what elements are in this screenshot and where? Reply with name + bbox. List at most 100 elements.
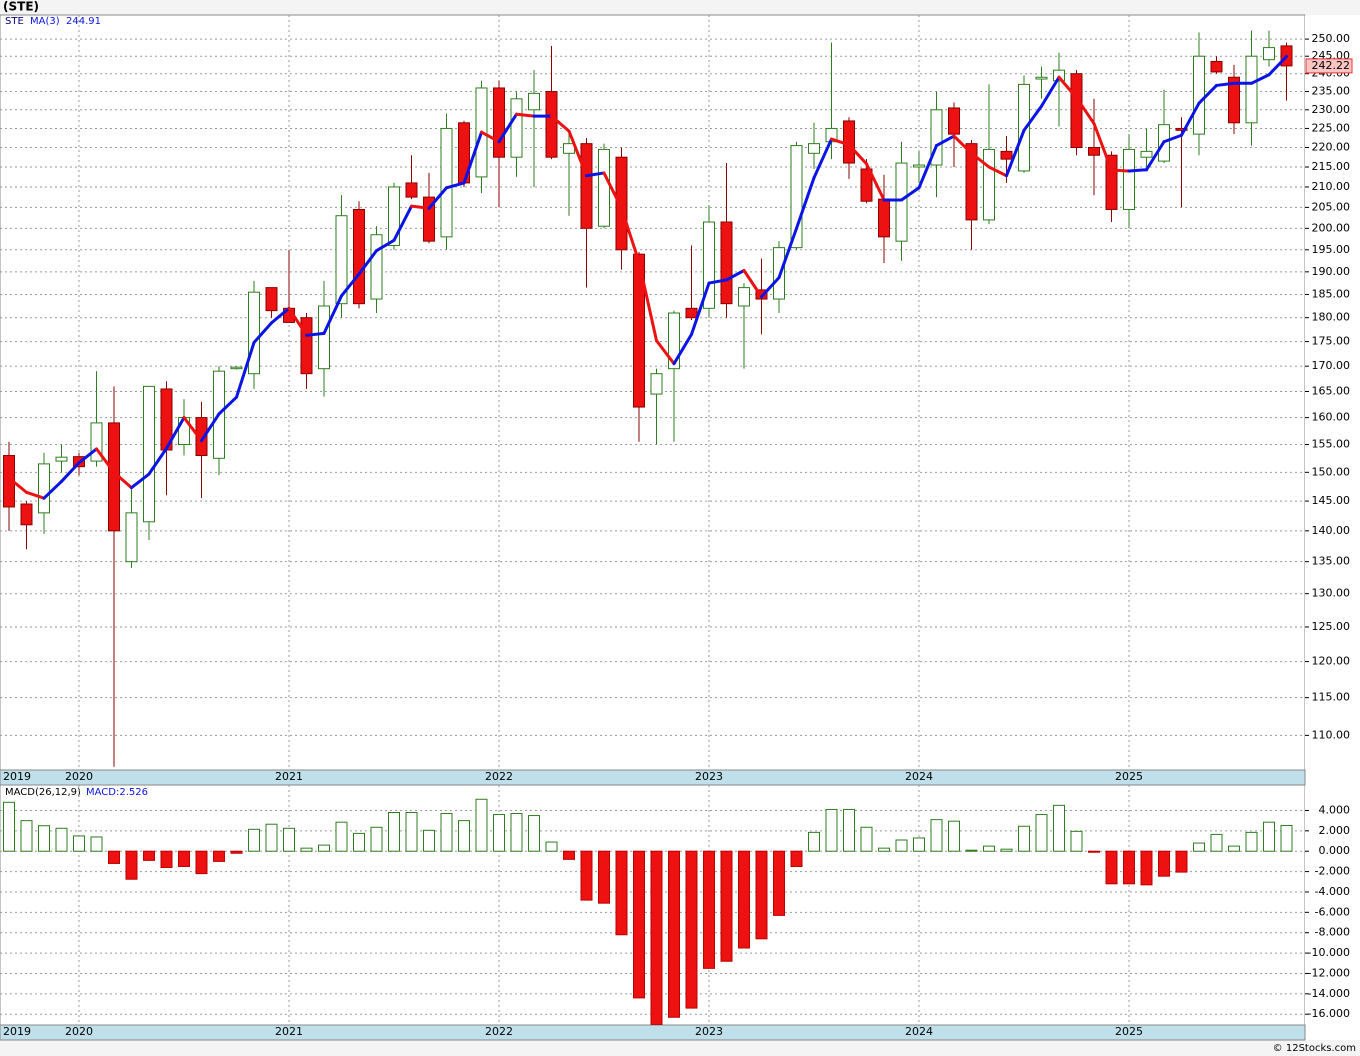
candle-body — [1210, 60, 1223, 73]
bar — [1158, 850, 1170, 877]
bar — [178, 850, 190, 867]
candle-body — [720, 221, 733, 305]
x-tick-label: 2023 — [695, 770, 723, 783]
x-tick-label: 2021 — [275, 770, 303, 783]
candle-body — [738, 287, 750, 307]
bar — [73, 835, 85, 852]
ma-segment — [270, 306, 291, 325]
ma-segment — [795, 176, 816, 230]
ma-segment — [445, 181, 466, 190]
bar — [808, 831, 820, 852]
ma-segment — [1127, 168, 1148, 173]
macd-value: MACD:2.526 — [86, 787, 148, 798]
bar — [1175, 850, 1188, 873]
ma-segment — [1040, 75, 1061, 108]
price-label: 242.22 — [1312, 59, 1351, 72]
candle-body — [598, 148, 610, 227]
candle-body — [668, 312, 680, 370]
bar — [1105, 850, 1118, 885]
ma-segment — [60, 461, 81, 483]
candle-body — [1053, 69, 1065, 82]
candle-body — [703, 221, 715, 309]
bar — [720, 850, 733, 962]
candle-body — [335, 215, 348, 305]
ma-segment — [305, 331, 326, 337]
bar — [283, 827, 295, 852]
candle-body — [895, 162, 908, 242]
ma-segment — [1162, 133, 1183, 144]
bar — [1228, 845, 1240, 852]
bar — [440, 813, 453, 852]
ma-segment — [42, 479, 63, 500]
ma-segment — [392, 204, 413, 242]
bar — [55, 827, 68, 852]
candle-body — [685, 307, 698, 319]
ma-segment — [1110, 168, 1131, 173]
candle-body — [930, 109, 943, 166]
bar — [335, 821, 348, 852]
ma-segment — [707, 278, 728, 285]
bar — [265, 823, 278, 852]
ma-segment — [340, 272, 361, 298]
candle-body — [265, 287, 278, 312]
bar — [230, 850, 243, 854]
ma-segment — [1267, 55, 1288, 77]
ma-segment — [7, 476, 28, 494]
ma-segment — [1057, 75, 1078, 100]
ma-segment — [252, 321, 273, 345]
x-tick-label: 2020 — [65, 1025, 93, 1038]
ma-segment — [147, 446, 168, 476]
x-tick-label: 2025 — [1115, 770, 1143, 783]
bar — [965, 849, 978, 852]
bar — [38, 825, 50, 852]
ma-segment — [1180, 101, 1201, 137]
bar — [510, 813, 523, 852]
candle-body — [1193, 55, 1205, 135]
bar — [930, 819, 943, 852]
ma-segment — [322, 294, 343, 335]
ma-segment — [917, 144, 938, 190]
bar — [650, 850, 663, 1025]
bar — [1053, 804, 1065, 852]
y-tick-label: 235.00 — [1312, 85, 1351, 98]
candle-body — [1105, 154, 1118, 210]
ma-segment — [725, 269, 746, 282]
candle-body — [230, 366, 243, 370]
candle-body — [300, 317, 313, 375]
bar — [825, 808, 838, 852]
y-tick-label: 155.00 — [1312, 438, 1351, 451]
ma-segment — [182, 416, 203, 443]
y-tick-label: 140.00 — [1312, 524, 1351, 537]
bar — [738, 850, 750, 949]
candle-body — [1000, 150, 1013, 160]
candle-body — [195, 417, 208, 457]
ma-segment — [1250, 73, 1271, 85]
bar — [1140, 850, 1153, 886]
ma-segment — [427, 186, 448, 210]
candle-body — [423, 196, 435, 242]
ma-segment — [777, 226, 798, 280]
bar — [318, 844, 330, 852]
ma-segment — [742, 269, 763, 299]
y-tick-label: -14.000 — [1308, 987, 1350, 1000]
y-tick-label: -4.000 — [1315, 885, 1350, 898]
bar — [773, 850, 785, 916]
y-tick-label: 215.00 — [1312, 160, 1351, 173]
ma-segment — [672, 332, 693, 366]
candle-body — [125, 512, 138, 563]
candle-body — [20, 503, 33, 526]
bar — [300, 847, 313, 852]
legend-value: 244.91 — [66, 16, 101, 27]
bar — [1000, 848, 1013, 852]
y-tick-label: 115.00 — [1312, 691, 1351, 704]
y-tick-label: 195.00 — [1312, 243, 1351, 256]
y-tick-label: 250.00 — [1312, 32, 1351, 45]
bar — [1070, 830, 1083, 852]
bar — [1088, 850, 1100, 853]
bar — [685, 850, 698, 1009]
x-axis-band — [0, 769, 1306, 786]
candle-body — [248, 291, 260, 375]
ma-segment — [25, 490, 46, 500]
candle-body — [1088, 147, 1100, 156]
